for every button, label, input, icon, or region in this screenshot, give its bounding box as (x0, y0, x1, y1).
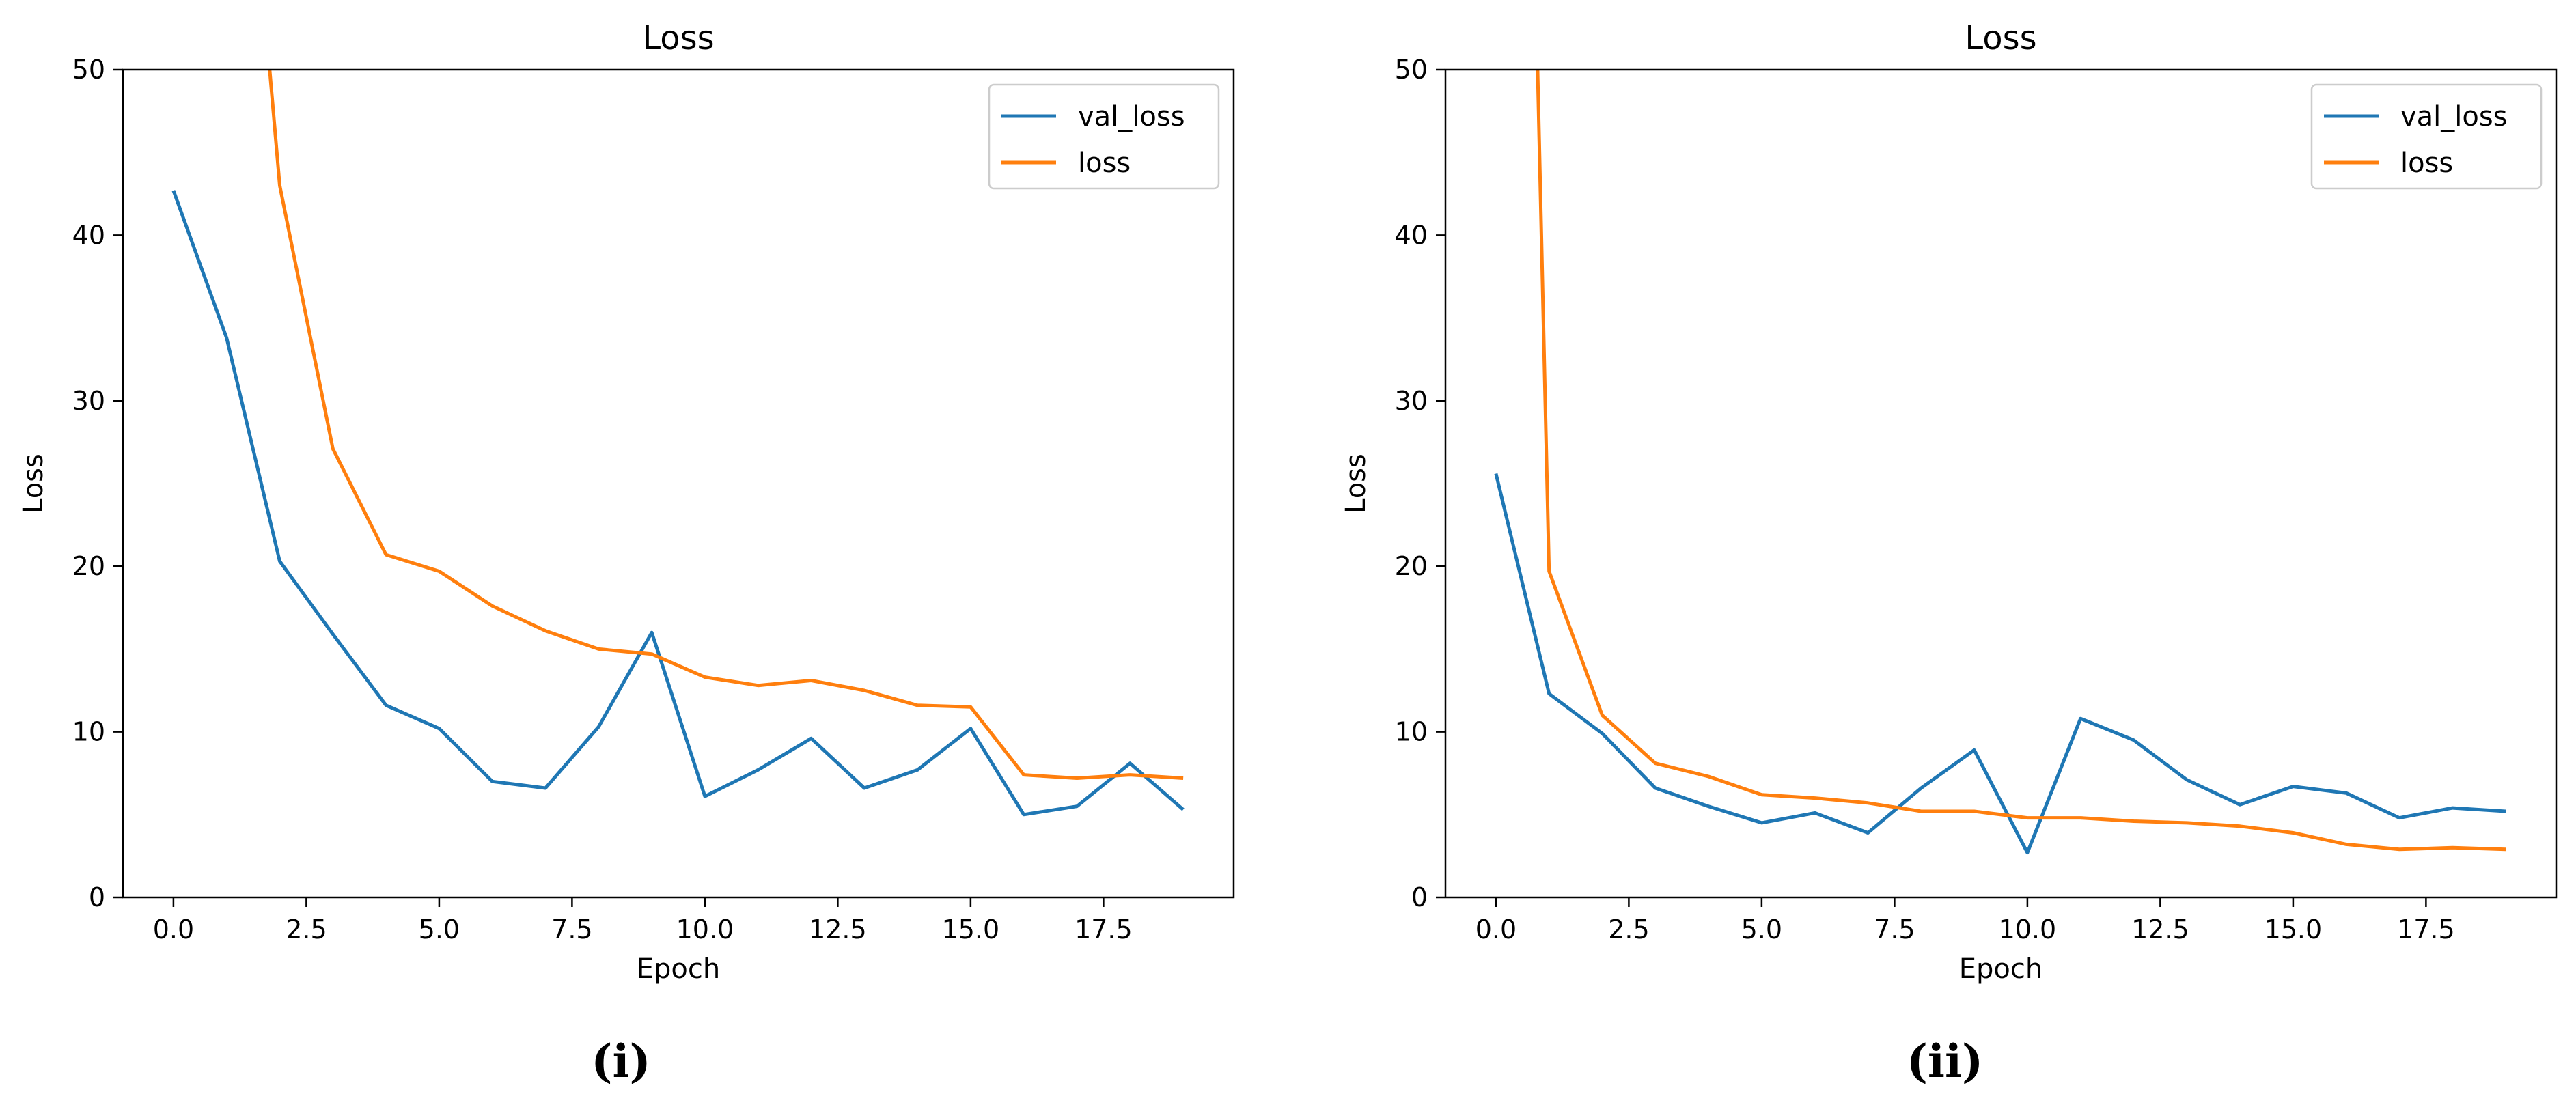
series-line-loss (1536, 70, 2506, 852)
x-axis-title: Epoch (637, 953, 720, 985)
y-tick-label: 40 (72, 220, 105, 250)
chart-panel-1: 0.0 2.5 5.0 7.5 10.0 12.5 15.0 17.5 0 10 20 30 40 50 L… (18, 19, 1235, 1088)
x-tick-label: 0.0 (1476, 914, 1516, 944)
y-tick-label: 20 (72, 551, 105, 581)
x-tick-label: 5.0 (419, 914, 460, 944)
x-tick-label: 2.5 (1608, 914, 1649, 944)
x-tick-label: 17.5 (2397, 914, 2455, 944)
series-line-val-loss (1494, 473, 2506, 855)
series-line-val-loss (171, 190, 1185, 817)
x-tick-label: 0.0 (153, 914, 194, 944)
chart-panel-2: 0.0 2.5 5.0 7.5 10.0 12.5 15.0 17.5 0 10 20 30 40 50 L… (1340, 19, 2558, 1088)
y-tick-label: 10 (1395, 717, 1428, 747)
panel-label: (i) (591, 1035, 651, 1088)
y-axis-title: Loss (1340, 453, 1372, 514)
y-tick-label: 50 (1395, 55, 1428, 85)
y-tick-label: 10 (72, 717, 105, 747)
series-line-loss (268, 70, 1184, 780)
plot-frame (1444, 68, 2558, 899)
x-tick-label: 17.5 (1075, 914, 1133, 944)
x-tick-label: 15.0 (2265, 914, 2323, 944)
chart-title: Loss (642, 19, 714, 57)
x-tick-label: 12.5 (809, 914, 867, 944)
y-tick-label: 0 (1411, 882, 1428, 912)
x-axis-title: Epoch (1959, 953, 2042, 985)
plot-frame (122, 68, 1235, 899)
x-tick-label: 15.0 (942, 914, 1000, 944)
y-tick-label: 20 (1395, 551, 1428, 581)
x-tick-label: 10.0 (676, 914, 734, 944)
y-tick-label: 30 (72, 386, 105, 416)
y-tick-label: 40 (1395, 220, 1428, 250)
x-tick-label: 5.0 (1741, 914, 1782, 944)
y-tick-label: 50 (72, 55, 105, 85)
x-tick-label: 10.0 (1999, 914, 2057, 944)
x-tick-label: 7.5 (551, 914, 592, 944)
legend-label-loss: loss (1078, 148, 1131, 179)
y-tick-label: 0 (89, 882, 105, 912)
y-axis-title: Loss (18, 453, 49, 514)
legend-label-val-loss: val_loss (1078, 101, 1185, 132)
y-tick-label: 30 (1395, 386, 1428, 416)
x-tick-label: 2.5 (286, 914, 327, 944)
legend-label-loss: loss (2400, 148, 2453, 179)
chart-title: Loss (1965, 19, 2036, 57)
panel-label: (ii) (1907, 1035, 1984, 1088)
legend-label-val-loss: val_loss (2400, 101, 2508, 132)
x-tick-label: 12.5 (2131, 914, 2189, 944)
x-tick-label: 7.5 (1874, 914, 1915, 944)
